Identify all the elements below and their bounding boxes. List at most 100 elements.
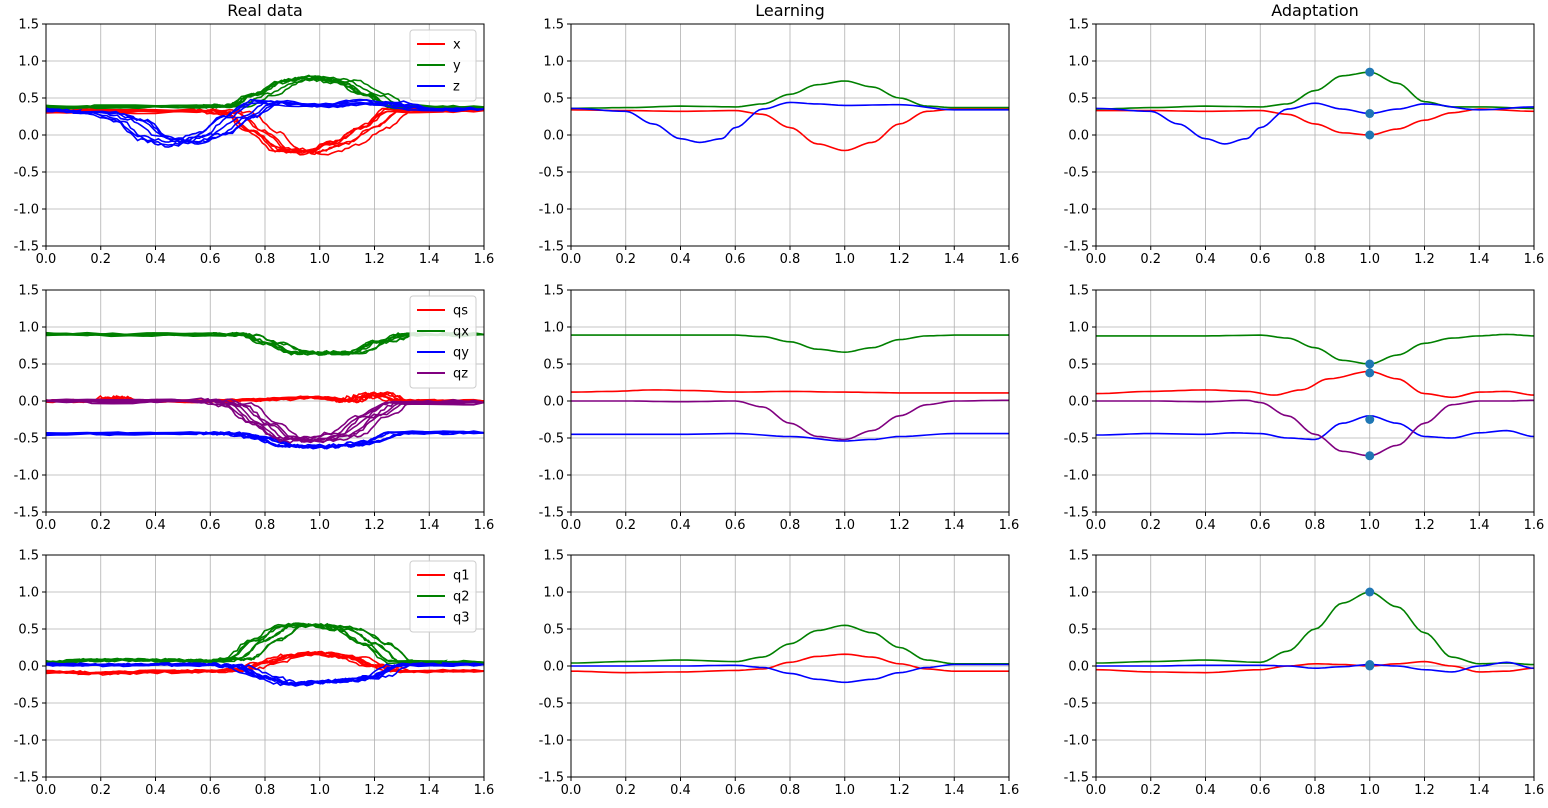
y-tick-label: 0.5 <box>18 92 39 107</box>
x-tick-label: 0.6 <box>725 252 746 267</box>
x-tick-label: 0.2 <box>1140 518 1161 533</box>
legend: q1 q2 q3 <box>409 560 477 633</box>
series-group <box>46 331 484 450</box>
x-tick-label: 1.2 <box>364 783 385 798</box>
x-tick-label: 1.2 <box>1414 783 1435 798</box>
y-tick-label: 0.0 <box>1068 395 1089 410</box>
series-group <box>1096 591 1534 674</box>
y-tick-label: 1.5 <box>18 549 39 564</box>
series-group <box>46 74 484 156</box>
x-tick-label: 0.8 <box>255 783 276 798</box>
series-line-qs <box>46 392 484 404</box>
y-tick-label: 0.5 <box>543 358 564 373</box>
series-line-x <box>571 108 1009 152</box>
x-tick-label: 1.6 <box>1524 518 1545 533</box>
legend: qs qx qy qz <box>409 295 477 389</box>
series-line-qx <box>571 334 1009 354</box>
y-tick-label: 0.5 <box>18 358 39 373</box>
x-tick-label: 1.6 <box>1524 252 1545 267</box>
y-tick-label: 1.5 <box>1068 18 1089 33</box>
x-tick-label: 1.0 <box>834 783 855 798</box>
y-tick-label: -0.5 <box>14 697 39 712</box>
x-tick-label: 0.8 <box>1305 252 1326 267</box>
y-tick-label: -1.5 <box>539 240 564 255</box>
x-tick-label: 1.4 <box>1469 518 1490 533</box>
legend-label: qx <box>453 325 469 340</box>
y-tick-label: -1.5 <box>1064 771 1089 786</box>
series-group <box>571 334 1009 442</box>
y-tick-label: 1.0 <box>543 321 564 336</box>
x-tick-label: 0.2 <box>1140 252 1161 267</box>
series-line-x <box>1096 108 1534 136</box>
x-tick-label: 0.2 <box>615 518 636 533</box>
x-tick-label: 1.0 <box>309 252 330 267</box>
x-tick-label: 0.8 <box>780 518 801 533</box>
legend-label: x <box>453 38 461 53</box>
x-tick-label: 1.4 <box>419 783 440 798</box>
series-line-q2 <box>1096 591 1534 666</box>
y-tick-label: -1.5 <box>14 506 39 521</box>
data-point <box>1365 661 1375 671</box>
x-tick-label: 0.2 <box>90 252 111 267</box>
x-tick-label: 0.8 <box>1305 518 1326 533</box>
subplot-0-1: 0.0 0.2 0.4 0.6 0.8 1.0 1.2 1.4 1.61.51.00.50.0-… <box>539 1 1020 267</box>
y-tick-label: -1.0 <box>1064 734 1089 749</box>
series-line-q2 <box>46 623 484 664</box>
y-tick-label: 0.5 <box>543 623 564 638</box>
series-line-qs <box>571 389 1009 394</box>
series-line-z <box>1096 102 1534 145</box>
x-tick-label: 1.2 <box>1414 252 1435 267</box>
x-tick-label: 1.2 <box>364 252 385 267</box>
x-tick-label: 0.0 <box>1086 518 1107 533</box>
legend-label: z <box>453 80 460 95</box>
x-tick-label: 0.4 <box>670 783 691 798</box>
data-point <box>1365 359 1375 369</box>
x-tick-label: 1.6 <box>999 252 1020 267</box>
x-tick-label: 1.6 <box>474 518 495 533</box>
subplot-1-0: 0.0 0.2 0.4 0.6 0.8 1.0 1.2 1.4 1.61.51.00.50.0-… <box>14 284 495 534</box>
y-tick-label: -0.5 <box>14 432 39 447</box>
x-tick-label: 0.8 <box>1305 783 1326 798</box>
y-tick-label: -1.5 <box>1064 506 1089 521</box>
y-tick-label: 1.5 <box>1068 549 1089 564</box>
legend-box <box>409 295 477 389</box>
x-tick-label: 0.4 <box>145 518 166 533</box>
series-group <box>571 624 1009 684</box>
series-line-x <box>46 107 484 156</box>
subplot-0-0: 0.0 0.2 0.4 0.6 0.8 1.0 1.2 1.4 1.61.51.00.50.0-… <box>14 1 495 267</box>
series-line-qz <box>46 398 484 442</box>
subplot-0-2: 0.0 0.2 0.4 0.6 0.8 1.0 1.2 1.4 1.61.51.00.50.0-… <box>1064 1 1545 267</box>
subplot-1-2: 0.0 0.2 0.4 0.6 0.8 1.0 1.2 1.4 1.61.51.00.50.0-… <box>1064 284 1545 534</box>
legend-label: q3 <box>453 611 470 626</box>
x-tick-label: 1.4 <box>419 518 440 533</box>
series-line-qx <box>1096 333 1534 365</box>
y-tick-label: -1.5 <box>1064 240 1089 255</box>
y-tick-label: -1.0 <box>539 734 564 749</box>
x-tick-label: 1.6 <box>474 252 495 267</box>
x-tick-label: 0.4 <box>670 518 691 533</box>
y-tick-label: 1.5 <box>543 549 564 564</box>
x-tick-label: 0.6 <box>200 518 221 533</box>
x-tick-label: 1.2 <box>889 783 910 798</box>
y-tick-label: -1.5 <box>539 771 564 786</box>
subplot-title: Real data <box>227 1 303 20</box>
subplot-2-2: 0.0 0.2 0.4 0.6 0.8 1.0 1.2 1.4 1.61.51.00.50.0-… <box>1064 549 1545 799</box>
series-line-z <box>46 100 484 144</box>
data-point <box>1365 109 1375 119</box>
x-tick-label: 0.6 <box>1250 518 1271 533</box>
y-tick-label: -0.5 <box>539 697 564 712</box>
data-point <box>1365 368 1375 378</box>
y-tick-label: 1.0 <box>18 55 39 70</box>
y-tick-label: 1.5 <box>543 18 564 33</box>
legend-label: qy <box>453 346 469 361</box>
series-line-qs <box>1096 370 1534 399</box>
x-tick-label: 1.4 <box>944 783 965 798</box>
y-tick-label: 1.0 <box>1068 586 1089 601</box>
series-line-qy <box>46 430 484 450</box>
series-group <box>571 80 1009 152</box>
y-tick-label: -0.5 <box>539 166 564 181</box>
x-tick-label: 0.6 <box>1250 783 1271 798</box>
series-line-y <box>46 76 484 109</box>
series-line-q1 <box>46 652 484 675</box>
